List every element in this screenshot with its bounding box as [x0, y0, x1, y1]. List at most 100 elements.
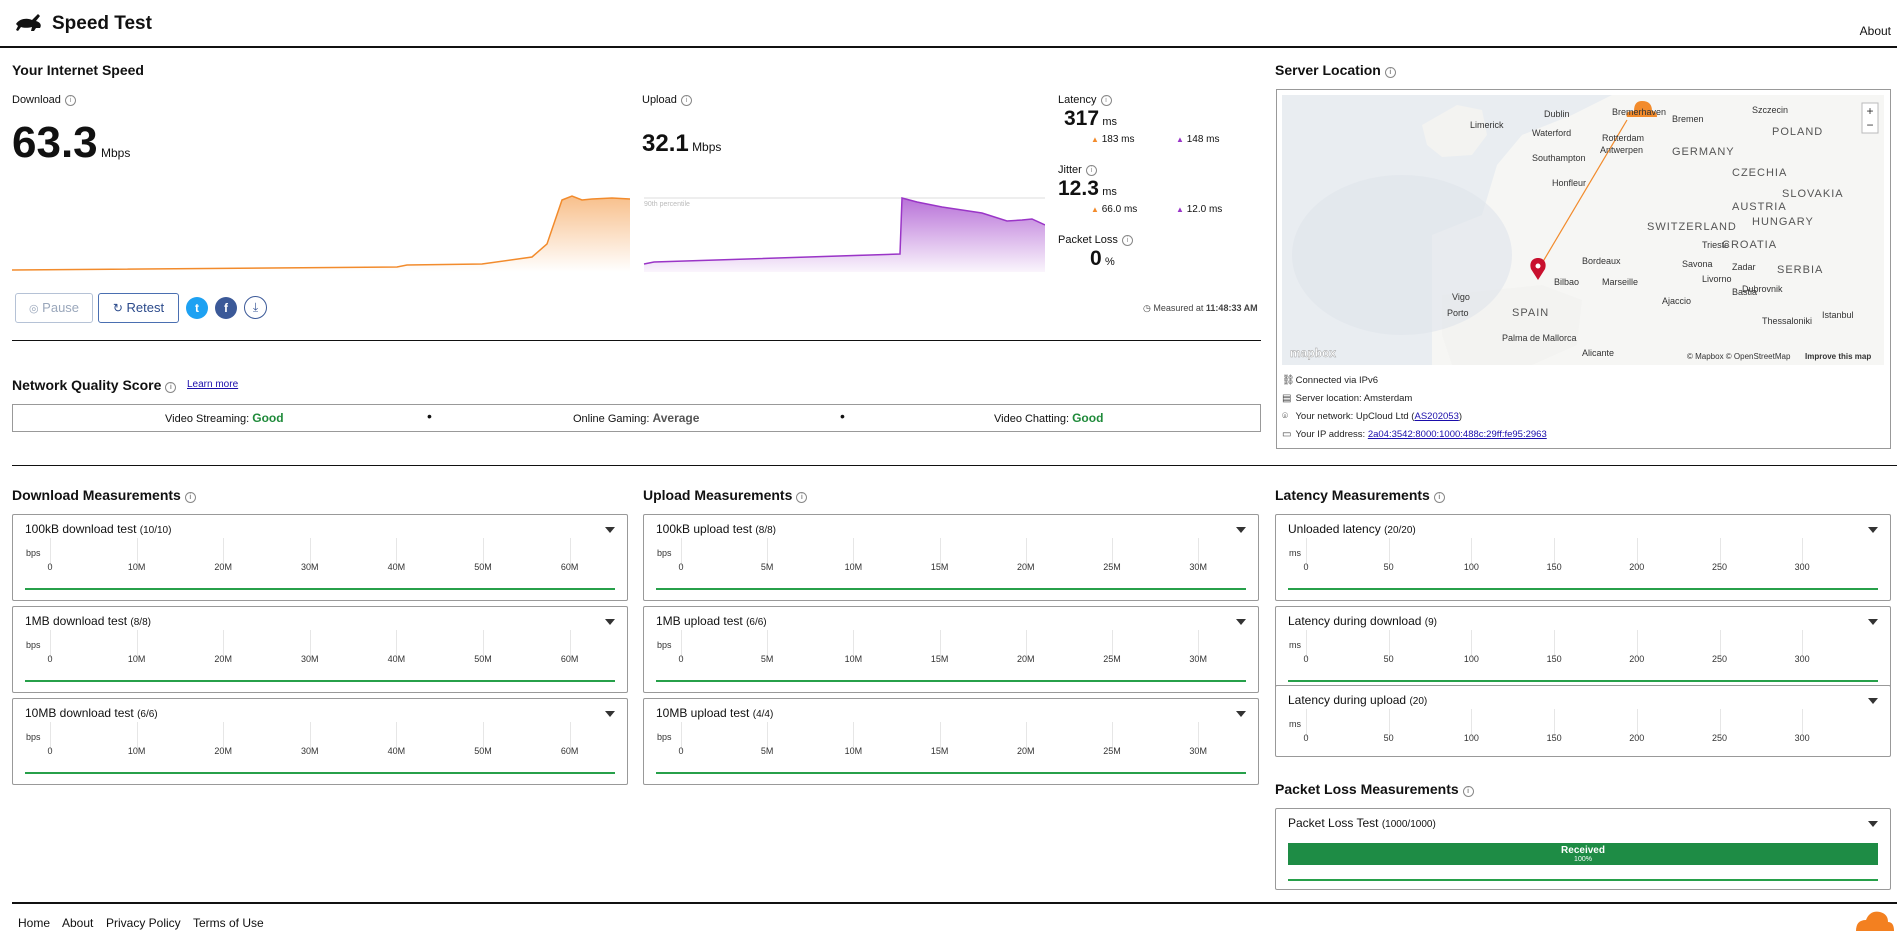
- server-map[interactable]: Dublin Bremerhaven Bremen Szczecin Limerick W…: [1282, 95, 1884, 365]
- axis-tick: 20M: [214, 746, 232, 756]
- axis-tick: 10M: [127, 746, 146, 756]
- gridline: [1388, 709, 1390, 737]
- measurement-card[interactable]: Latency during upload (20) ms 0 50 100 150 20…: [1275, 685, 1891, 757]
- info-icon[interactable]: i: [1100, 95, 1112, 106]
- chevron-down-icon[interactable]: [1236, 711, 1246, 717]
- map-label: Bastia: [1732, 287, 1757, 297]
- footer-home-link[interactable]: Home: [18, 916, 51, 930]
- gridline: [483, 538, 484, 566]
- refresh-icon: ↻: [112, 301, 123, 315]
- gridline: [1112, 538, 1113, 566]
- gridline: [569, 538, 571, 566]
- download-value: 63.3 Mbps: [12, 118, 131, 167]
- download-arrow-icon: ▲: [1091, 205, 1099, 214]
- axis-tick: 50M: [474, 562, 492, 572]
- chevron-down-icon[interactable]: [1868, 619, 1878, 625]
- latency-download: ▲ 183 ms: [1091, 134, 1135, 145]
- server-panel: [1276, 89, 1891, 449]
- info-icon[interactable]: i: [165, 382, 177, 393]
- map-label: Vigo: [1452, 292, 1470, 302]
- map-label: Istanbul: [1822, 310, 1854, 320]
- axis-tick: 60M: [560, 746, 579, 756]
- improve-map-link: Improve this map: [1805, 352, 1871, 361]
- axis-tick: 15M: [930, 562, 949, 572]
- card-title: Packet Loss Test (1000/1000): [1288, 816, 1436, 830]
- gridline: [136, 722, 138, 750]
- map-label: HUNGARY: [1752, 216, 1814, 228]
- retest-button[interactable]: ↻ Retest: [98, 293, 179, 323]
- gridline: [1388, 538, 1390, 566]
- axis-tick: 150: [1546, 654, 1562, 664]
- measurement-card[interactable]: 100kB upload test (8/8) bps 0 5M 10M 15M 20M 2…: [643, 514, 1259, 601]
- measurement-card[interactable]: 1MB download test (8/8) bps 0 10M 20M 30M 40M…: [12, 606, 628, 693]
- axis-tick: 25M: [1103, 746, 1121, 756]
- upload-value: 32.1 Mbps: [642, 130, 722, 157]
- footer-terms-link[interactable]: Terms of Use: [193, 916, 264, 930]
- chevron-down-icon[interactable]: [1236, 619, 1246, 625]
- axis-tick: 10M: [127, 654, 146, 664]
- learn-more-link[interactable]: Learn more: [187, 379, 239, 390]
- chevron-down-icon[interactable]: [1868, 698, 1878, 704]
- download-results-icon[interactable]: ⤓: [244, 296, 267, 319]
- measurement-card[interactable]: 1MB upload test (6/6) bps 0 5M 10M 15M 20M 25M…: [643, 606, 1259, 693]
- axis-tick: 50: [1383, 733, 1394, 743]
- measurement-card[interactable]: Latency during download (9) ms 0 50 100 150 2…: [1275, 606, 1891, 693]
- info-icon[interactable]: i: [1085, 165, 1097, 176]
- measurement-card[interactable]: 100kB download test (10/10) bps 0 10M 20M 30…: [12, 514, 628, 601]
- info-icon[interactable]: i: [680, 95, 692, 106]
- axis-tick: 40M: [387, 654, 406, 664]
- chevron-down-icon[interactable]: [605, 527, 615, 533]
- pause-button[interactable]: ◎ Pause: [15, 293, 93, 323]
- axis-tick: 30M: [1189, 746, 1207, 756]
- chevron-down-icon[interactable]: [1868, 527, 1878, 533]
- card-title: Latency during download (9): [1288, 614, 1438, 628]
- gridline: [853, 722, 855, 750]
- map-label: Antwerpen: [1600, 145, 1643, 155]
- measured-at: ◷ Measured at 11:48:33 AM: [1143, 303, 1258, 313]
- gridline: [396, 630, 398, 658]
- gridline: [223, 538, 225, 566]
- gridline: [681, 722, 682, 750]
- axis-tick: 100: [1463, 654, 1479, 664]
- ip-link[interactable]: 2a04:3542:8000:1000:488c:29ff:fe95:2963: [1367, 429, 1547, 440]
- info-icon[interactable]: i: [796, 492, 808, 503]
- card-title: 100kB download test (10/10): [25, 522, 172, 536]
- measurement-card[interactable]: 10MB upload test (4/4) bps 0 5M 10M 15M 20M 25…: [643, 698, 1259, 785]
- latency-value: 317 ms: [1064, 107, 1118, 130]
- map-attribution: © Mapbox © OpenStreetMap: [1687, 352, 1791, 361]
- axis-tick: 20M: [1017, 746, 1035, 756]
- chevron-down-icon[interactable]: [605, 619, 615, 625]
- facebook-share-icon[interactable]: f: [215, 297, 237, 319]
- zoom-in-button: +: [1866, 104, 1873, 118]
- info-icon[interactable]: i: [1433, 492, 1445, 503]
- info-icon[interactable]: i: [1462, 786, 1474, 797]
- chevron-down-icon[interactable]: [1868, 821, 1878, 827]
- axis-tick: 50: [1383, 562, 1394, 572]
- map-label: Livorno: [1702, 274, 1732, 284]
- map-label: Dublin: [1544, 109, 1570, 119]
- baseline: [25, 588, 615, 590]
- server-icon: ▤: [1282, 393, 1292, 404]
- baseline: [656, 680, 1246, 682]
- clock-icon: ◷: [1143, 303, 1151, 313]
- axis-tick: 0: [47, 562, 53, 572]
- measurement-card[interactable]: Unloaded latency (20/20) ms 0 50 100 150 200 2…: [1275, 514, 1891, 601]
- info-icon[interactable]: i: [64, 95, 76, 106]
- axis-tick: 250: [1711, 733, 1728, 743]
- measurement-card[interactable]: 10MB download test (6/6) bps 0 10M 20M 30M 40…: [12, 698, 628, 785]
- info-icon[interactable]: i: [1384, 67, 1396, 78]
- server-network: ⌾ Your network: UpCloud Ltd (AS202053): [1282, 411, 1463, 422]
- axis-tick: 30M: [301, 562, 319, 572]
- footer-about-link[interactable]: About: [62, 916, 94, 930]
- packet-loss-card[interactable]: Packet Loss Test (1000/1000) Received 10…: [1275, 808, 1891, 890]
- asn-link[interactable]: AS202053: [1414, 411, 1459, 422]
- twitter-share-icon[interactable]: t: [186, 297, 208, 319]
- info-icon[interactable]: i: [1121, 235, 1133, 246]
- info-icon[interactable]: i: [184, 492, 196, 503]
- chevron-down-icon[interactable]: [1236, 527, 1246, 533]
- chevron-down-icon[interactable]: [605, 711, 615, 717]
- axis-tick: 300: [1794, 654, 1810, 664]
- axis-tick: 0: [1303, 562, 1309, 572]
- footer-privacy-link[interactable]: Privacy Policy: [106, 916, 181, 930]
- about-link[interactable]: About: [1859, 24, 1891, 38]
